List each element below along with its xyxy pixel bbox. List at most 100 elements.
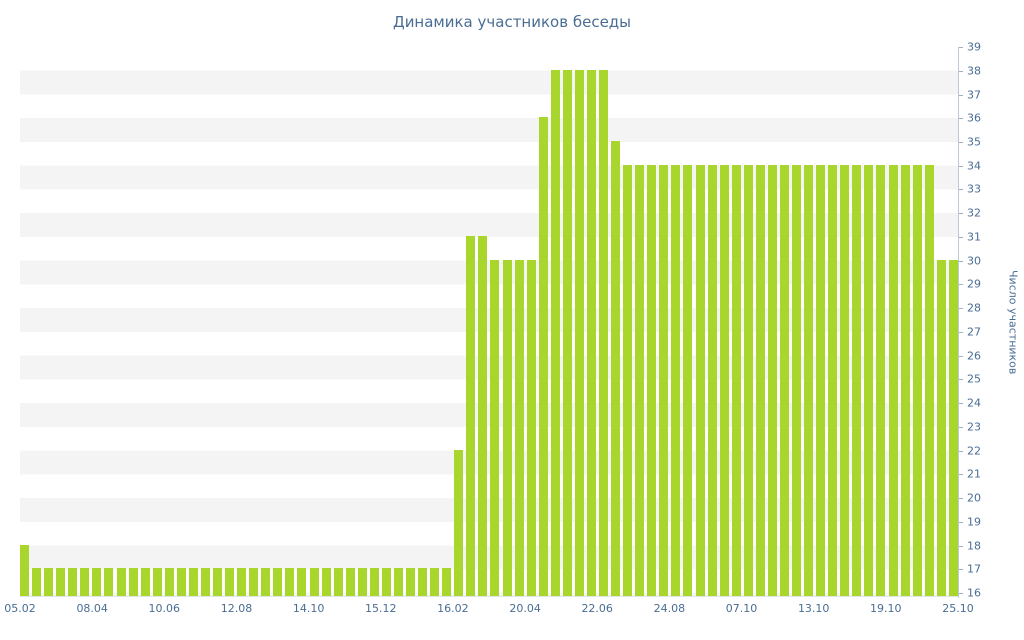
bar: [406, 568, 415, 596]
y-tick-mark: [959, 498, 963, 499]
bar: [152, 568, 162, 596]
y-tick-label: 17: [967, 562, 981, 576]
bar: [20, 544, 29, 596]
bar: [345, 568, 355, 596]
bar: [804, 164, 814, 596]
plot-area: [20, 47, 958, 597]
y-tick-label: 29: [967, 277, 981, 291]
bar: [381, 568, 391, 596]
bar: [56, 568, 66, 596]
bar: [68, 568, 78, 596]
x-tick-label: 07.10: [725, 602, 758, 615]
bar: [478, 235, 488, 596]
bar: [200, 568, 210, 596]
y-tick-mark: [959, 331, 963, 333]
bar: [297, 568, 307, 596]
bar: [176, 568, 186, 596]
bar: [876, 164, 886, 596]
y-axis-title: Число участников: [1004, 47, 1022, 597]
bar: [514, 259, 524, 596]
y-tick-label: 36: [967, 111, 981, 125]
bar: [767, 164, 777, 596]
bar: [731, 164, 741, 596]
y-tick-label: 21: [967, 467, 981, 481]
bar: [526, 259, 536, 596]
y-tick-label: 32: [967, 206, 981, 220]
bar: [466, 235, 476, 596]
y-tick-mark: [959, 474, 963, 476]
bar: [502, 259, 512, 596]
bar: [213, 568, 222, 596]
y-tick-label: 39: [967, 40, 981, 54]
bar: [309, 568, 319, 596]
x-tick-label: 16.02: [437, 602, 469, 615]
bar: [936, 259, 946, 596]
x-tick-label: 14.10: [292, 602, 325, 615]
y-tick-label: 19: [967, 515, 981, 529]
x-tick-label: 19.10: [870, 602, 902, 615]
bar: [647, 164, 657, 596]
bar: [828, 164, 838, 596]
bar: [683, 164, 693, 596]
bar: [635, 164, 645, 596]
y-tick-label: 33: [967, 182, 981, 196]
y-tick-label: 37: [967, 88, 981, 101]
bar: [333, 568, 343, 596]
bar: [743, 164, 753, 596]
bar: [104, 568, 114, 596]
y-axis-title-text: Число участников: [1006, 269, 1020, 375]
bar: [623, 164, 633, 596]
y-tick-mark: [959, 165, 963, 167]
y-tick-mark: [959, 308, 963, 310]
bar: [164, 568, 174, 596]
bar: [32, 568, 42, 596]
bar: [188, 568, 198, 596]
y-tick-label: 16: [967, 586, 981, 600]
bar: [357, 568, 367, 596]
y-tick-mark: [959, 403, 963, 405]
bar: [695, 164, 705, 596]
y-tick-mark: [959, 593, 963, 594]
chart-title: Динамика участников беседы: [392, 13, 632, 31]
y-tick-mark: [959, 213, 963, 215]
bar: [490, 259, 500, 596]
bar: [864, 164, 874, 596]
x-tick-label: 10.06: [148, 602, 181, 615]
bar: [852, 164, 862, 596]
bar: [611, 141, 621, 596]
y-tick-mark: [959, 355, 963, 357]
y-tick-label: 25: [967, 372, 981, 386]
bar: [816, 164, 826, 596]
y-tick-mark: [959, 450, 963, 452]
bar: [442, 568, 452, 596]
x-tick-label: 05.02: [4, 602, 36, 615]
y-tick-label: 34: [967, 159, 981, 173]
bar: [418, 568, 428, 596]
x-tick-label: 13.10: [797, 602, 830, 615]
x-tick-label: 15.12: [365, 602, 397, 615]
bar: [574, 69, 584, 596]
y-tick-mark: [959, 236, 963, 238]
x-tick-label: 08.04: [76, 602, 108, 615]
bar: [321, 568, 331, 596]
bar: [840, 164, 850, 596]
y-tick-label: 28: [967, 301, 981, 315]
y-tick-label: 24: [967, 396, 981, 410]
bar: [369, 568, 379, 596]
y-tick-mark: [959, 426, 963, 428]
x-tick-label: 12.08: [220, 602, 253, 615]
y-tick-label: 20: [967, 491, 981, 505]
x-axis: 05.02 08.04 10.06 12.08 14.10 15.12 16.02 20.04…: [4, 598, 974, 622]
bar: [116, 568, 126, 596]
x-tick-label: 25.10: [942, 602, 974, 615]
y-tick-label: 31: [967, 230, 981, 244]
bar: [237, 568, 247, 596]
bar: [779, 164, 789, 596]
x-tick-label: 20.04: [509, 602, 541, 615]
bar: [285, 568, 295, 596]
bar: [393, 568, 403, 596]
bar: [80, 568, 90, 596]
bar: [659, 164, 669, 596]
bar: [912, 164, 922, 596]
bar: [562, 69, 572, 596]
